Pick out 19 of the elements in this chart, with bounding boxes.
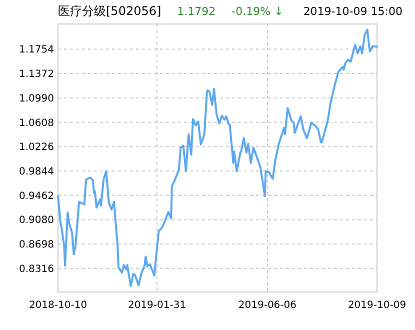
y-tick-label: 1.0608 (19, 118, 54, 129)
text: -0.19% ↓ (232, 5, 284, 18)
y-tick-label: 0.9844 (19, 166, 54, 178)
y-tick-label: 0.9080 (19, 215, 54, 226)
x-tick-label: 2019-10-09 (348, 300, 406, 311)
line-series (57, 28, 378, 288)
y-tick-label: 1.1754 (19, 44, 54, 56)
text: 2019-10-09 15:00 (303, 5, 402, 18)
y-tick-label: 0.9462 (19, 190, 54, 202)
y-tick-label: 1.0990 (19, 93, 54, 104)
x-tick-label: 2019-01-31 (128, 300, 186, 311)
x-tick-label: 2019-06-06 (238, 300, 297, 311)
y-tick-label: 1.1372 (19, 69, 54, 80)
y-tick-label: 0.8316 (19, 264, 54, 275)
y-tick-label: 1.0226 (19, 142, 54, 154)
y-tick-label: 0.8698 (19, 240, 54, 251)
chart-title: 医疗分级[502056] (58, 4, 162, 18)
x-tick-label: 2018-10-10 (28, 300, 88, 311)
text: 1.1792 (177, 5, 216, 18)
